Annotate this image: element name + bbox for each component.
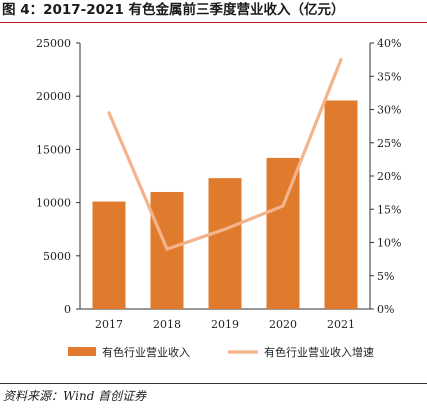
left-tick-label: 20000 xyxy=(36,90,71,103)
x-tick-label: 2017 xyxy=(95,318,123,331)
right-tick-label: 40% xyxy=(377,37,401,50)
left-tick-label: 15000 xyxy=(36,143,71,156)
bar xyxy=(266,157,300,309)
legend-bar-swatch xyxy=(68,347,96,356)
right-tick-label: 10% xyxy=(377,237,401,250)
bar-series xyxy=(92,100,358,310)
bar xyxy=(208,178,242,309)
x-tick-label: 2018 xyxy=(153,318,181,331)
left-axis: 0 5000 10000 15000 20000 25000 xyxy=(36,37,81,316)
figure-title: 图 4：2017-2021 有色金属前三季度营业收入（亿元） xyxy=(2,2,345,18)
legend: 有色行业营业收入 有色行业营业收入增速 xyxy=(68,345,374,359)
right-tick-label: 0% xyxy=(377,303,394,316)
bar xyxy=(324,100,358,310)
right-tick-label: 30% xyxy=(377,104,401,117)
chart: 0 5000 10000 15000 20000 25000 0% 5% 10% 15% 20% 2… xyxy=(36,37,401,359)
growth-line xyxy=(107,58,343,251)
right-tick-label: 15% xyxy=(377,203,401,216)
right-tick-label: 5% xyxy=(377,270,394,283)
x-axis: 2017 2018 2019 2020 2021 xyxy=(80,308,370,331)
right-tick-label: 25% xyxy=(377,137,401,150)
source-note: 资料来源：Wind 首创证券 xyxy=(3,389,147,403)
bar xyxy=(92,201,126,309)
line-series xyxy=(107,58,343,251)
right-axis: 0% 5% 10% 15% 20% 25% 30% 35% 40% xyxy=(369,37,401,316)
x-tick-label: 2019 xyxy=(211,318,239,331)
x-tick-label: 2021 xyxy=(327,318,355,331)
title-rule xyxy=(0,22,427,23)
left-tick-label: 0 xyxy=(64,303,71,316)
right-tick-label: 20% xyxy=(377,170,401,183)
left-tick-label: 5000 xyxy=(43,250,71,263)
left-tick-label: 25000 xyxy=(36,37,71,50)
legend-line-label: 有色行业营业收入增速 xyxy=(264,345,374,359)
legend-bar-label: 有色行业营业收入 xyxy=(102,345,190,359)
right-tick-label: 35% xyxy=(377,70,401,83)
left-tick-label: 10000 xyxy=(36,197,71,210)
x-tick-label: 2020 xyxy=(269,318,297,331)
source-rule xyxy=(0,383,427,384)
